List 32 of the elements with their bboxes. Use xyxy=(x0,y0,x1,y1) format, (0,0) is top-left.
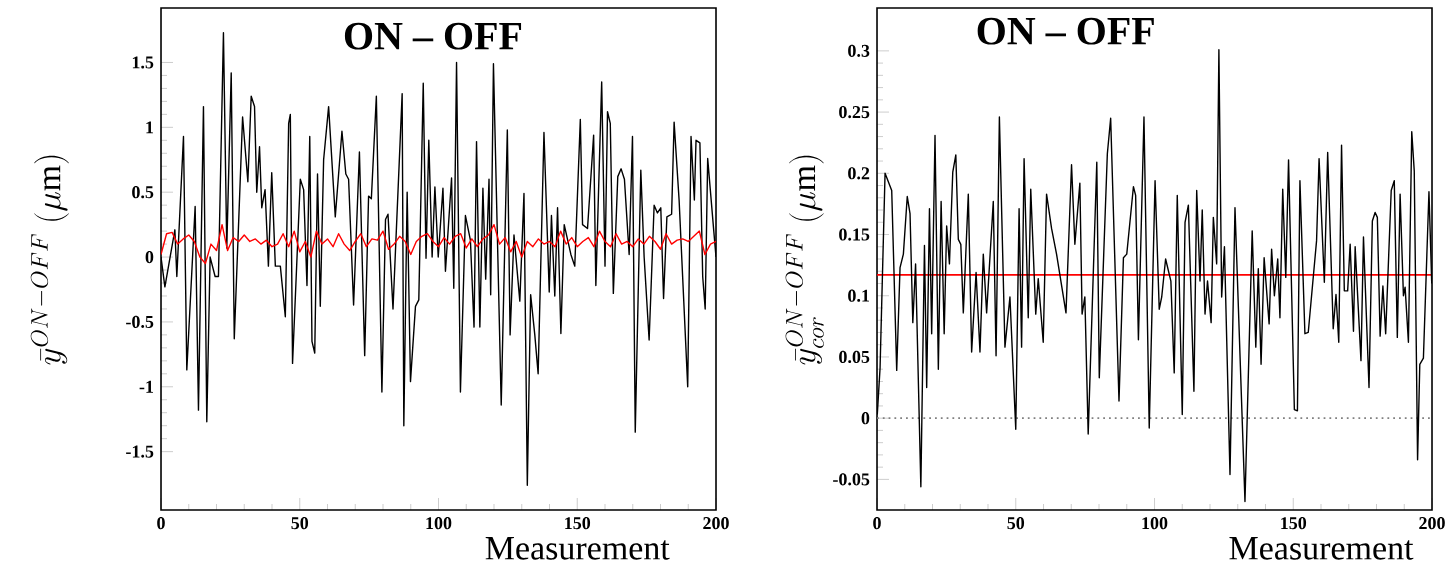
line-series xyxy=(161,223,717,265)
y-tick-label: 0.2 xyxy=(848,167,870,180)
y-tick-label: -0.5 xyxy=(126,315,154,329)
x-tick-label: 0 xyxy=(873,517,881,530)
y-tick-label: -0.05 xyxy=(833,473,870,486)
y-tick-label: -1.5 xyxy=(126,445,154,458)
x-tick-label: 0 xyxy=(157,517,165,530)
x-axis-title: Measurement xyxy=(1229,537,1414,560)
x-tick-label: 200 xyxy=(1419,517,1445,530)
x-tick-label: 50 xyxy=(291,517,309,530)
chart-title: ON – OFF xyxy=(344,22,522,50)
chart-title: ON – OFF xyxy=(977,17,1154,45)
y-tick-label: 0.15 xyxy=(839,228,870,241)
y-tick-label: 0.3 xyxy=(848,44,870,57)
y-tick-label: 1.5 xyxy=(132,56,154,69)
x-tick-label: 150 xyxy=(1281,517,1307,530)
x-tick-label: 100 xyxy=(1142,517,1168,530)
y-tick-label: 0.1 xyxy=(848,289,870,302)
y-tick-label: 0.5 xyxy=(132,186,154,199)
x-axis-title: Measurement xyxy=(485,537,670,560)
y-tick-label: -1 xyxy=(139,380,153,393)
y-tick-label: 0 xyxy=(861,412,870,425)
x-tick-label: 100 xyxy=(426,517,452,530)
y-axis-title: $\bar{y}^{ON-OFF}\ (\mathrm{\mu m})$ xyxy=(30,155,69,365)
y-axis-title: $\bar{y}^{ON-OFF}_{cor}\ (\mathrm{\mu m})$ xyxy=(785,155,824,365)
x-tick-label: 150 xyxy=(565,517,591,530)
y-tick-label: 0.25 xyxy=(839,105,870,119)
y-tick-label: 0.05 xyxy=(839,350,870,364)
x-tick-label: 50 xyxy=(1007,517,1025,530)
y-tick-label: 1 xyxy=(146,121,153,134)
y-tick-label: 0 xyxy=(145,250,154,264)
x-tick-label: 200 xyxy=(703,517,729,530)
